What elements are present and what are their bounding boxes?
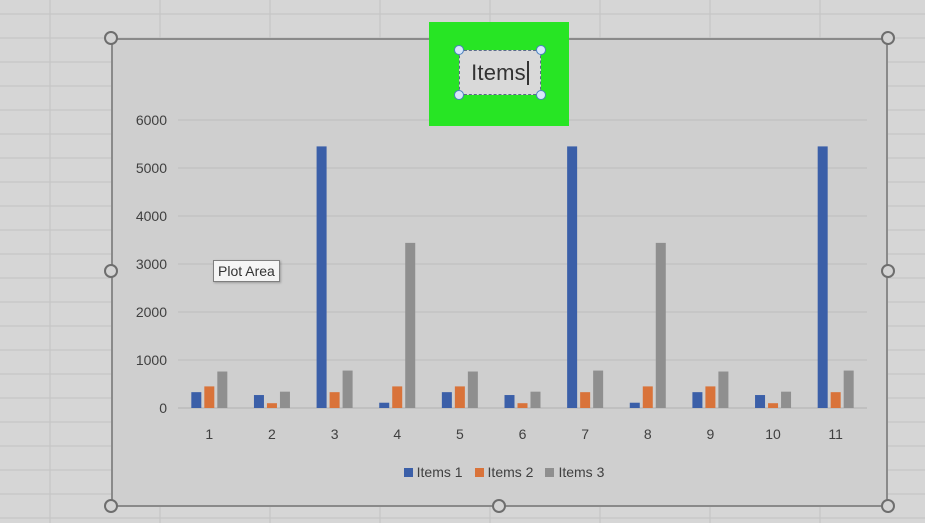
x-tick-label: 5: [456, 426, 464, 442]
title-handle-top-left[interactable]: [454, 45, 464, 55]
y-tick-label: 0: [159, 400, 167, 416]
x-tick-label: 10: [765, 426, 781, 442]
x-tick-label: 2: [268, 426, 276, 442]
legend-label-items-3: Items 3: [558, 464, 605, 480]
bar-series-1-cat-3[interactable]: [316, 146, 327, 408]
resize-handle-top-left[interactable]: [104, 31, 118, 45]
x-tick-label: 7: [581, 426, 589, 442]
bar-series-1-cat-5[interactable]: [441, 392, 452, 408]
text-cursor: [526, 60, 529, 85]
x-tick-label: 1: [205, 426, 213, 442]
bar-series-3-cat-3[interactable]: [342, 370, 353, 408]
legend-swatch-items-3: [545, 467, 555, 477]
bar-series-1-cat-10[interactable]: [755, 395, 766, 408]
bar-series-2-cat-3[interactable]: [329, 392, 340, 408]
bar-series-3-cat-5[interactable]: [467, 371, 478, 408]
resize-handle-middle-left[interactable]: [104, 264, 118, 278]
legend-label-items-2: Items 2: [487, 464, 534, 480]
bar-series-3-cat-9[interactable]: [718, 371, 729, 408]
bar-series-1-cat-7[interactable]: [567, 146, 578, 408]
bar-series-2-cat-9[interactable]: [705, 386, 716, 408]
resize-handle-middle-right[interactable]: [881, 264, 895, 278]
bar-series-2-cat-5[interactable]: [454, 386, 465, 408]
chart-plot-svg[interactable]: 0 1000 2000 3000 4000 5000 6000 1 2 3 4 5 6 7 8 9 10 11: [113, 40, 890, 509]
resize-handle-top-right[interactable]: [881, 31, 895, 45]
bar-series-1-cat-4[interactable]: [379, 402, 390, 408]
bar-series-3-cat-11[interactable]: [843, 370, 854, 408]
chart-legend[interactable]: Items 1 Items 2 Items 3: [0, 464, 925, 480]
bar-series-1-cat-9[interactable]: [692, 392, 703, 408]
legend-swatch-items-1: [403, 467, 413, 477]
y-tick-label: 3000: [136, 256, 167, 272]
bar-series-1-cat-8[interactable]: [629, 402, 640, 408]
x-tick-label: 8: [644, 426, 652, 442]
bar-series-1-cat-11[interactable]: [817, 146, 828, 408]
x-tick-label: 9: [707, 426, 715, 442]
bar-series-3-cat-7[interactable]: [593, 370, 604, 408]
resize-handle-bottom-center[interactable]: [492, 499, 506, 513]
chart-title-box[interactable]: Items: [459, 50, 541, 95]
bar-series-3-cat-8[interactable]: [655, 242, 666, 408]
bar-series-2-cat-11[interactable]: [830, 392, 841, 408]
x-tick-label: 4: [393, 426, 401, 442]
plot-area-tooltip: Plot Area: [213, 260, 280, 282]
resize-handle-bottom-right[interactable]: [881, 499, 895, 513]
y-tick-label: 2000: [136, 304, 167, 320]
x-tick-label: 3: [331, 426, 339, 442]
bar-series-2-cat-6[interactable]: [517, 403, 528, 408]
bar-series-2-cat-2[interactable]: [266, 403, 277, 408]
bar-series-1-cat-6[interactable]: [504, 395, 515, 408]
legend-item-items-2[interactable]: Items 2: [474, 464, 534, 480]
legend-swatch-items-2: [474, 467, 484, 477]
chart-title[interactable]: Items: [471, 59, 526, 85]
y-tick-label: 1000: [136, 352, 167, 368]
title-handle-top-right[interactable]: [536, 45, 546, 55]
bar-series-2-cat-1[interactable]: [204, 386, 215, 408]
x-tick-label: 6: [519, 426, 527, 442]
y-tick-label: 6000: [136, 112, 167, 128]
bar-series-2-cat-10[interactable]: [768, 403, 779, 408]
bar-series-1-cat-2[interactable]: [253, 395, 264, 408]
y-tick-label: 5000: [136, 160, 167, 176]
bar-series-3-cat-2[interactable]: [279, 391, 290, 408]
bar-series-3-cat-6[interactable]: [530, 391, 541, 408]
resize-handle-bottom-left[interactable]: [104, 499, 118, 513]
legend-item-items-1[interactable]: Items 1: [403, 464, 463, 480]
bar-series-3-cat-1[interactable]: [217, 371, 228, 408]
bar-series-2-cat-4[interactable]: [392, 386, 403, 408]
legend-label-items-1: Items 1: [416, 464, 463, 480]
bar-series-2-cat-7[interactable]: [580, 392, 591, 408]
x-tick-label: 11: [828, 426, 843, 442]
bar-series-1-cat-1[interactable]: [191, 392, 202, 408]
title-handle-bottom-left[interactable]: [454, 90, 464, 100]
title-handle-bottom-right[interactable]: [536, 90, 546, 100]
bar-series-2-cat-8[interactable]: [642, 386, 653, 408]
bar-series-3-cat-10[interactable]: [781, 391, 792, 408]
bar-series-3-cat-4[interactable]: [405, 242, 416, 408]
y-tick-label: 4000: [136, 208, 167, 224]
legend-item-items-3[interactable]: Items 3: [545, 464, 604, 480]
